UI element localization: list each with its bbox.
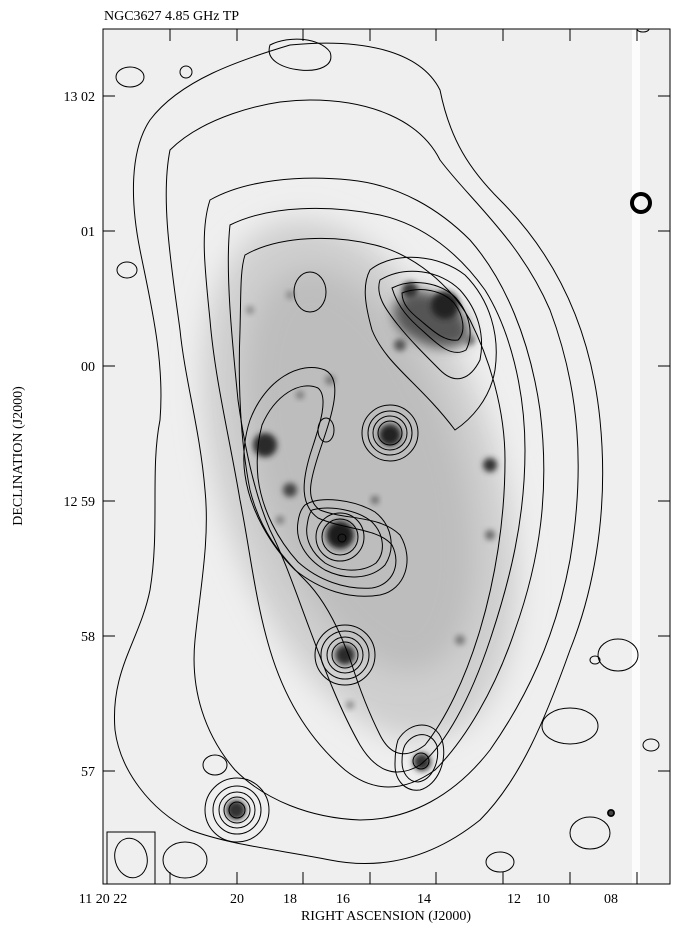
- y-axis-label: DECLINATION (J2000): [11, 386, 26, 526]
- radio-contours: [113, 29, 660, 879]
- beam-box: [106, 831, 156, 884]
- x-tick-label: 08: [604, 892, 618, 907]
- x-axis-label: RIGHT ASCENSION (J2000): [301, 909, 471, 924]
- x-tick-label: 18: [283, 892, 297, 907]
- x-tick-label: 12: [507, 892, 521, 907]
- x-tick-label: 16: [336, 892, 350, 907]
- y-tick-label: 13 02: [64, 90, 96, 105]
- optical-galaxy-image: [202, 29, 640, 884]
- x-tick-label: 14: [417, 892, 431, 907]
- y-tick-label: 00: [81, 360, 95, 375]
- plot-frame: [102, 28, 671, 885]
- y-tick-label: 57: [81, 765, 95, 780]
- y-axis-ticks: [103, 95, 670, 772]
- x-tick-label: 20: [230, 892, 244, 907]
- x-tick-labels: 11 20 22 20 18 16 14 12 10 08: [79, 892, 618, 907]
- y-tick-label: 58: [81, 630, 95, 645]
- x-tick-label: 11 20 22: [79, 892, 127, 907]
- y-tick-label: 12 59: [64, 495, 96, 510]
- plot-title: NGC3627 4.85 GHz TP: [104, 9, 239, 24]
- x-tick-label: 10: [536, 892, 550, 907]
- x-axis-ticks: [102, 29, 638, 884]
- y-tick-label: 01: [81, 225, 95, 240]
- y-tick-labels: 13 02 01 00 12 59 58 57: [64, 90, 96, 780]
